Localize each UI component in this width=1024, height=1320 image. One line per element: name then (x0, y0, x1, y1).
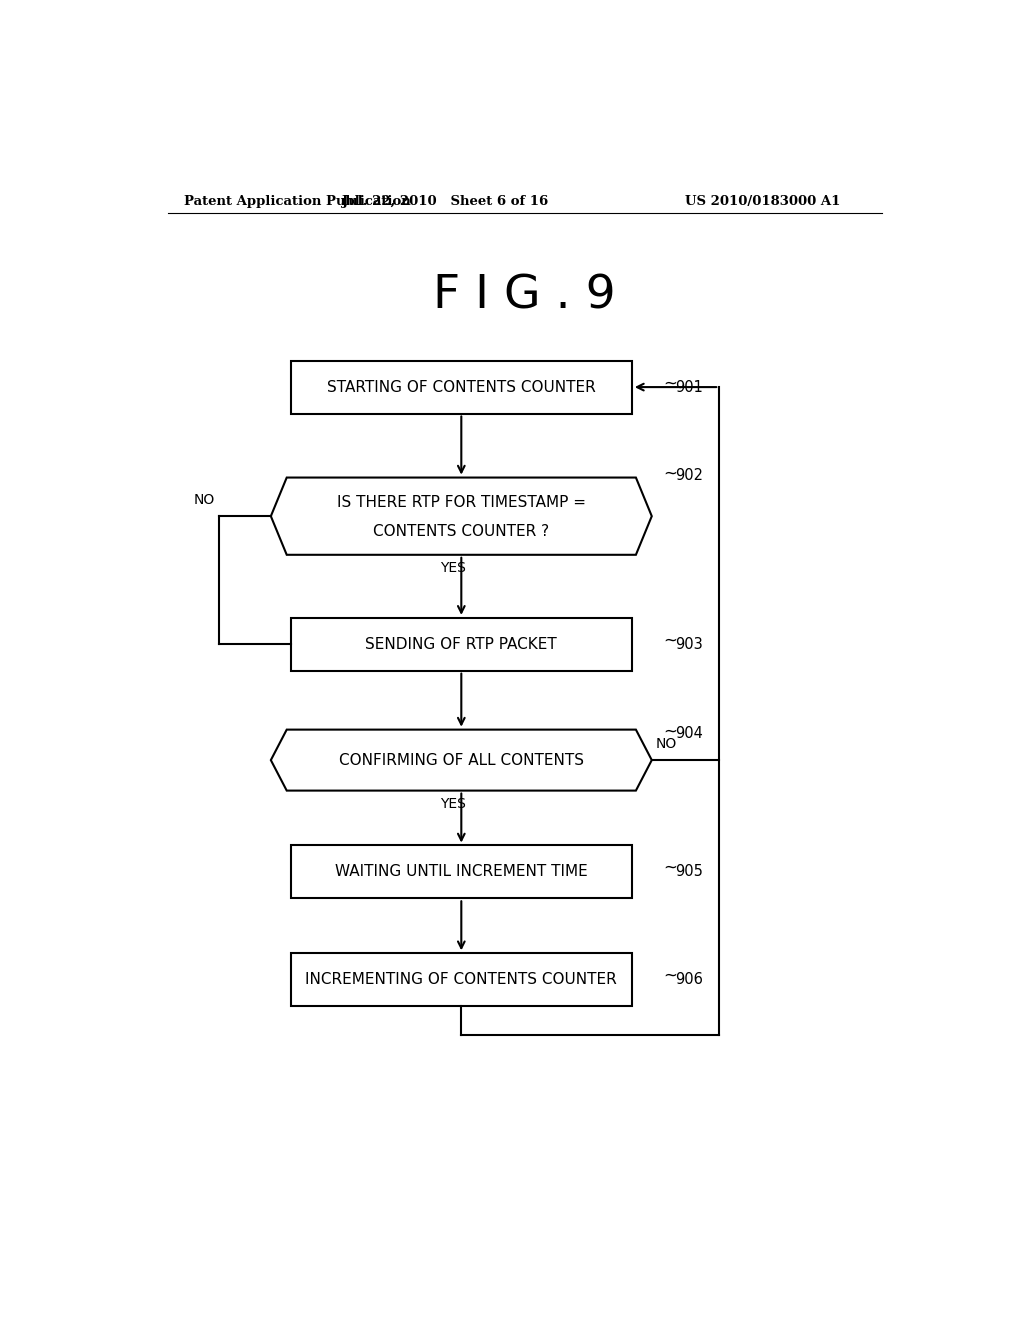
Text: F I G . 9: F I G . 9 (433, 273, 616, 318)
Text: WAITING UNTIL INCREMENT TIME: WAITING UNTIL INCREMENT TIME (335, 865, 588, 879)
Text: NO: NO (655, 737, 677, 751)
Text: US 2010/0183000 A1: US 2010/0183000 A1 (685, 194, 841, 207)
Text: 903: 903 (676, 636, 703, 652)
Text: CONFIRMING OF ALL CONTENTS: CONFIRMING OF ALL CONTENTS (339, 752, 584, 768)
Text: 905: 905 (676, 865, 703, 879)
FancyBboxPatch shape (291, 846, 632, 899)
Text: 906: 906 (676, 972, 703, 987)
Text: IS THERE RTP FOR TIMESTAMP =: IS THERE RTP FOR TIMESTAMP = (337, 495, 586, 510)
Text: ~: ~ (664, 722, 678, 741)
Text: ~: ~ (664, 631, 678, 649)
FancyBboxPatch shape (291, 618, 632, 671)
Text: ~: ~ (664, 859, 678, 876)
Polygon shape (270, 730, 652, 791)
Text: YES: YES (440, 561, 466, 576)
Text: ~: ~ (664, 465, 678, 483)
FancyBboxPatch shape (291, 360, 632, 413)
Text: YES: YES (440, 797, 466, 810)
Text: SENDING OF RTP PACKET: SENDING OF RTP PACKET (366, 636, 557, 652)
Text: 902: 902 (676, 469, 703, 483)
Text: STARTING OF CONTENTS COUNTER: STARTING OF CONTENTS COUNTER (327, 380, 596, 395)
FancyBboxPatch shape (291, 953, 632, 1006)
Text: ~: ~ (664, 966, 678, 985)
Text: Patent Application Publication: Patent Application Publication (183, 194, 411, 207)
Text: 901: 901 (676, 380, 703, 395)
Text: CONTENTS COUNTER ?: CONTENTS COUNTER ? (374, 524, 549, 539)
Text: INCREMENTING OF CONTENTS COUNTER: INCREMENTING OF CONTENTS COUNTER (305, 972, 617, 987)
Text: 904: 904 (676, 726, 703, 742)
Text: NO: NO (194, 492, 215, 507)
Text: Jul. 22, 2010   Sheet 6 of 16: Jul. 22, 2010 Sheet 6 of 16 (342, 194, 549, 207)
Text: ~: ~ (664, 374, 678, 392)
Polygon shape (270, 478, 652, 554)
